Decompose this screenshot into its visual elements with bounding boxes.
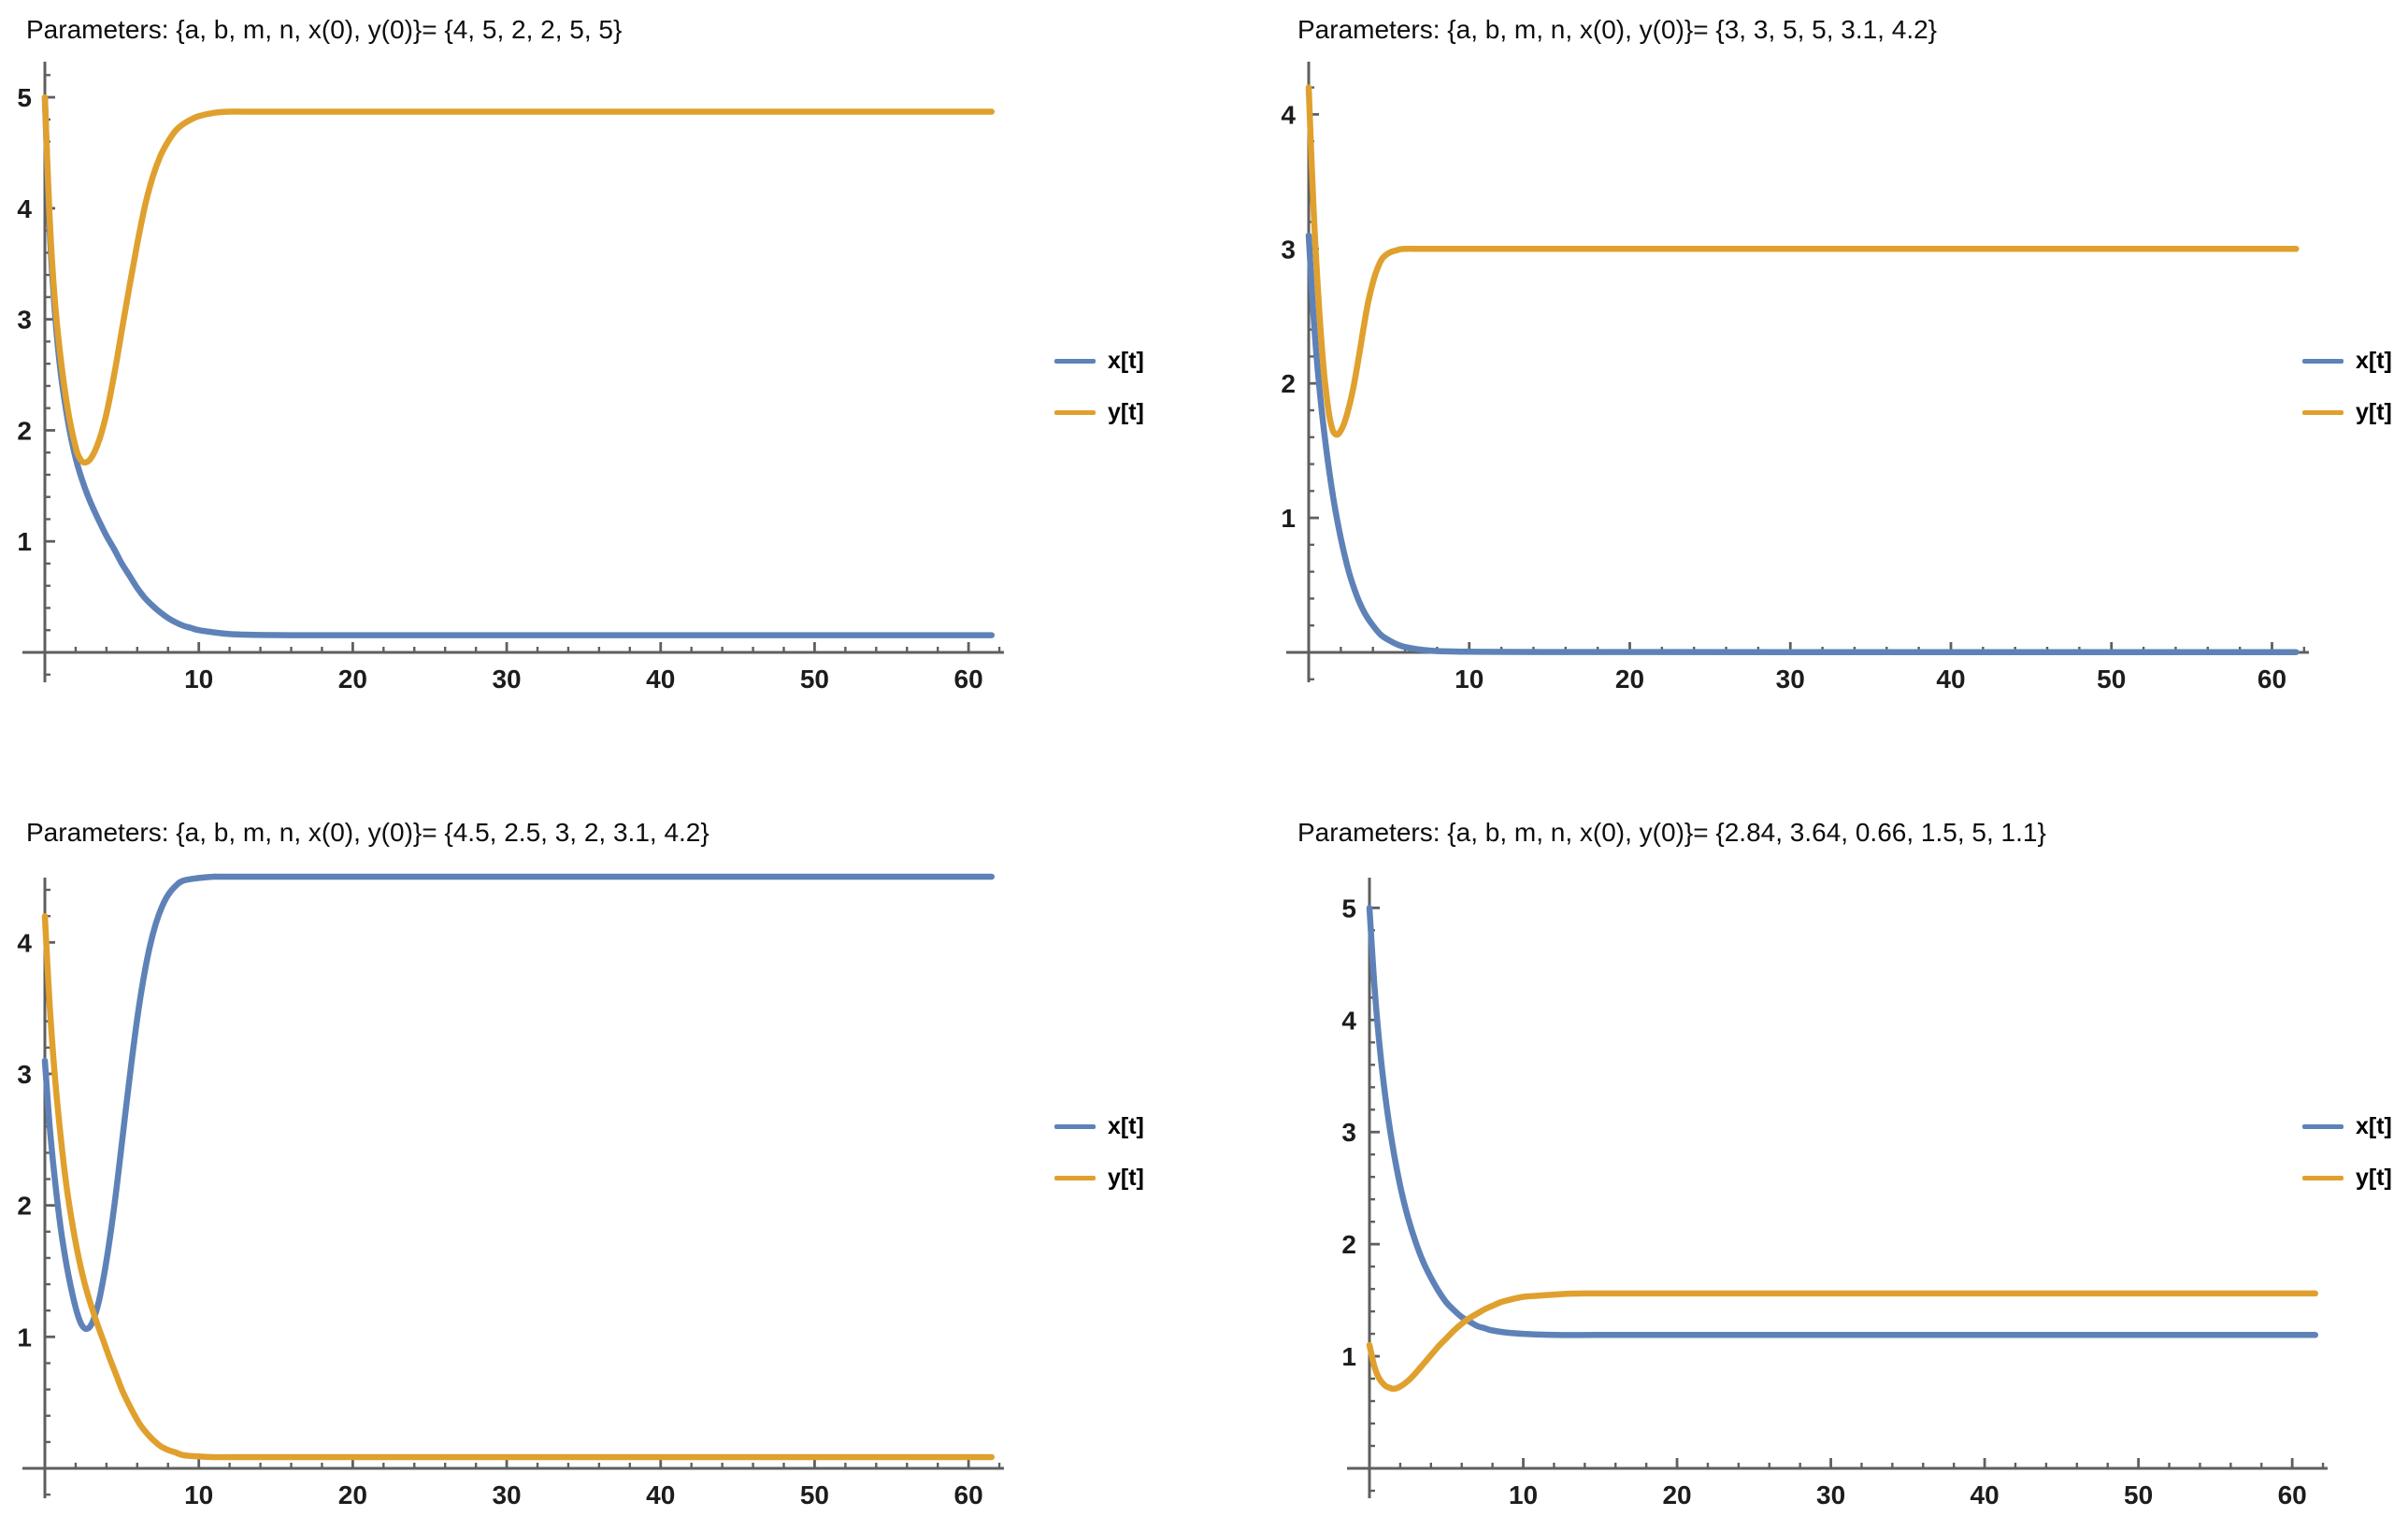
y-tick-label: 5: [17, 83, 32, 112]
legend: x[t] y[t]: [1054, 1113, 1144, 1192]
y-series-swatch-icon: [2302, 1176, 2344, 1180]
legend-item-x: x[t]: [2302, 348, 2392, 375]
x-tick-label: 10: [184, 665, 213, 694]
y-tick-label: 3: [17, 306, 32, 335]
chart-canvas-bottom-right: 10 20 30 40 50 60 1 2 3 4 5: [1341, 878, 2328, 1509]
x-tick-label: 30: [492, 1480, 521, 1509]
legend: x[t] y[t]: [2302, 1113, 2392, 1192]
x-tick-label: 30: [492, 665, 521, 694]
legend: x[t] y[t]: [2302, 348, 2392, 426]
y-tick-label: 4: [17, 194, 32, 223]
chart-title: Parameters: {a, b, m, n, x(0), y(0)}= {4…: [26, 15, 623, 44]
legend: x[t] y[t]: [1054, 348, 1144, 426]
x-series-swatch-icon: [1054, 1124, 1096, 1129]
x-tick-label: 30: [1816, 1480, 1845, 1509]
legend-item-x: x[t]: [2302, 1113, 2392, 1140]
x-series-swatch-icon: [1054, 359, 1096, 364]
y-tick-label: 1: [1341, 1342, 1356, 1371]
legend-label-y: y[t]: [1108, 1165, 1144, 1191]
y-tick-label: 5: [1341, 894, 1356, 922]
y-series-swatch-icon: [2302, 410, 2344, 415]
y-tick-label: 1: [1281, 504, 1296, 533]
x-tick-label: 60: [954, 665, 983, 694]
legend-item-y: y[t]: [1054, 399, 1144, 426]
chart-title: Parameters: {a, b, m, n, x(0), y(0)}= {4…: [26, 818, 710, 847]
x-curve: [1305, 232, 2300, 655]
x-tick-label: 20: [1615, 665, 1644, 694]
x-tick-label: 10: [1455, 665, 1484, 694]
y-series-swatch-icon: [1054, 1176, 1096, 1180]
x-tick-label: 50: [800, 1480, 829, 1509]
y-tick-label: 4: [1281, 100, 1296, 129]
x-tick-label: 40: [646, 1480, 675, 1509]
x-tick-label: 40: [1936, 665, 1965, 694]
x-tick-label: 10: [184, 1480, 213, 1509]
legend-label-y: y[t]: [1108, 399, 1144, 425]
x-tick-label: 20: [1662, 1480, 1691, 1509]
x-curve: [41, 93, 996, 638]
y-tick-label: 4: [17, 928, 32, 957]
y-tick-label: 2: [1341, 1230, 1356, 1259]
y-tick-label: 3: [17, 1060, 32, 1089]
x-tick-label: 30: [1776, 665, 1805, 694]
panel-bottom-right: Parameters: {a, b, m, n, x(0), y(0)}= {2…: [1204, 758, 2408, 1516]
x-tick-label: 40: [1971, 1480, 2000, 1509]
y-tick-label: 4: [1341, 1006, 1356, 1035]
y-tick-label: 2: [17, 1192, 32, 1221]
y-curve: [41, 93, 996, 466]
legend-label-x: x[t]: [1108, 1113, 1144, 1139]
x-series-swatch-icon: [2302, 1124, 2344, 1129]
x-series-swatch-icon: [2302, 359, 2344, 364]
x-tick-label: 50: [800, 665, 829, 694]
chart-canvas-top-left: 10 20 30 40 50 60 1 2 3 4 5: [17, 62, 1004, 694]
panel-top-right: Parameters: {a, b, m, n, x(0), y(0)}= {3…: [1204, 0, 2408, 758]
y-tick-label: 3: [1341, 1118, 1356, 1147]
x-tick-label: 50: [2124, 1480, 2153, 1509]
legend-label-x: x[t]: [2356, 348, 2392, 374]
chart-canvas-top-right: 10 20 30 40 50 60 1 2 3 4: [1281, 62, 2309, 694]
x-tick-label: 10: [1509, 1480, 1538, 1509]
y-tick-label: 1: [17, 1323, 32, 1352]
legend-item-y: y[t]: [1054, 1165, 1144, 1192]
legend-label-x: x[t]: [2356, 1113, 2392, 1139]
x-tick-label: 40: [646, 665, 675, 694]
legend-label-y: y[t]: [2356, 1165, 2392, 1191]
panel-top-left: Parameters: {a, b, m, n, x(0), y(0)}= {4…: [0, 0, 1204, 758]
chart-title: Parameters: {a, b, m, n, x(0), y(0)}= {3…: [1297, 15, 1938, 44]
x-curve: [1366, 905, 2319, 1338]
y-curve: [1366, 1290, 2319, 1393]
x-tick-label: 20: [338, 665, 367, 694]
panel-bottom-left: Parameters: {a, b, m, n, x(0), y(0)}= {4…: [0, 758, 1204, 1516]
legend-item-x: x[t]: [1054, 1113, 1144, 1140]
legend-item-y: y[t]: [2302, 1165, 2392, 1192]
y-curve: [1305, 84, 2300, 438]
legend-label-x: x[t]: [1108, 348, 1144, 374]
x-tick-label: 50: [2097, 665, 2126, 694]
y-tick-label: 1: [17, 527, 32, 556]
y-tick-label: 3: [1281, 235, 1296, 264]
x-tick-label: 60: [2258, 665, 2286, 694]
x-curve: [41, 873, 996, 1333]
legend-item-x: x[t]: [1054, 348, 1144, 375]
legend-item-y: y[t]: [2302, 399, 2392, 426]
x-tick-label: 60: [2278, 1480, 2307, 1509]
x-tick-label: 60: [954, 1480, 983, 1509]
y-tick-label: 2: [17, 416, 32, 445]
chart-title: Parameters: {a, b, m, n, x(0), y(0)}= {2…: [1297, 818, 2046, 847]
legend-label-y: y[t]: [2356, 399, 2392, 425]
x-tick-label: 20: [338, 1480, 367, 1509]
y-curve: [41, 912, 996, 1461]
y-tick-label: 2: [1281, 369, 1296, 398]
chart-canvas-bottom-left: 10 20 30 40 50 60 1 2 3 4: [17, 873, 1004, 1509]
y-series-swatch-icon: [1054, 410, 1096, 415]
